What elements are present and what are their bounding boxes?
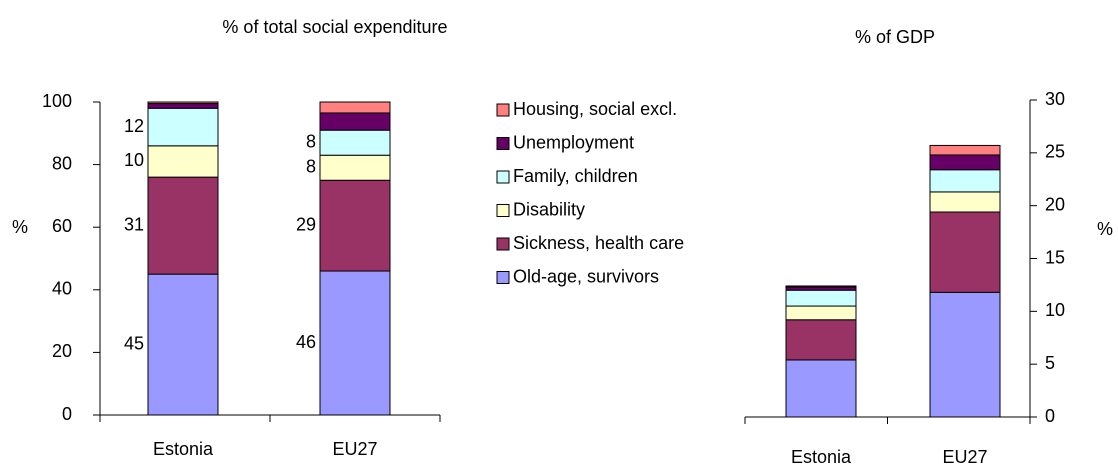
data-label: 8: [306, 131, 316, 151]
y-tick-label: 20: [52, 341, 72, 361]
y-tick-label: 80: [52, 153, 72, 173]
bar-segment: [785, 319, 857, 361]
chart-title: % of GDP: [855, 27, 935, 47]
bar-segment: [929, 191, 1001, 213]
bar-segment: [929, 169, 1001, 193]
x-tick-label: Estonia: [791, 447, 852, 467]
data-label: 8: [306, 156, 316, 176]
bar-segment: [929, 154, 1001, 171]
y-tick-label: 0: [1045, 406, 1055, 426]
x-tick-label: EU27: [942, 447, 987, 467]
y-tick-label: 30: [1045, 89, 1065, 109]
bar-segment: [319, 154, 391, 181]
data-label: 12: [124, 116, 144, 136]
bar-segment: [785, 359, 857, 418]
y-axis-label: %: [12, 217, 28, 237]
y-tick-label: 25: [1045, 142, 1065, 162]
x-tick-label: EU27: [332, 439, 377, 459]
legend-swatch: [496, 170, 510, 184]
legend-swatch: [496, 103, 510, 117]
bar-segment: [319, 179, 391, 272]
y-tick-label: 20: [1045, 194, 1065, 214]
y-tick-label: 15: [1045, 247, 1065, 267]
legend-label: Disability: [513, 199, 585, 219]
legend-swatch: [496, 271, 510, 284]
bar-segment: [147, 176, 219, 275]
legend-label: Family, children: [513, 166, 638, 186]
data-label: 10: [124, 150, 144, 170]
bar-segment: [929, 144, 1001, 156]
legend-swatch: [496, 237, 510, 251]
bar-segment: [147, 101, 219, 105]
bar-segment: [147, 103, 219, 109]
y-tick-label: 100: [42, 91, 72, 111]
y-tick-label: 60: [52, 216, 72, 236]
legend-label: Sickness, health care: [513, 233, 684, 253]
y-axis-label: %: [1097, 219, 1113, 239]
legend-swatch: [496, 204, 510, 217]
bar-segment: [929, 211, 1001, 293]
bar-segment: [785, 285, 857, 288]
bar-segment: [785, 305, 857, 321]
legend-swatch: [496, 137, 510, 150]
y-tick-label: 10: [1045, 300, 1065, 320]
bar-segment: [147, 107, 219, 147]
data-label: 29: [296, 214, 316, 234]
bar-segment: [319, 101, 391, 114]
bar-segment: [785, 289, 857, 307]
bar-segment: [319, 270, 391, 416]
legend-label: Old-age, survivors: [513, 266, 659, 286]
bar-segment: [319, 129, 391, 156]
x-tick-label: Estonia: [153, 439, 214, 459]
chart-title: % of total social expenditure: [222, 17, 447, 37]
bar-segment: [929, 291, 1001, 418]
legend-label: Unemployment: [513, 132, 634, 152]
bar-segment: [147, 145, 219, 178]
legend-label: Housing, social excl.: [513, 99, 677, 119]
bar-segment: [319, 112, 391, 131]
data-label: 46: [296, 332, 316, 352]
y-tick-label: 5: [1045, 353, 1055, 373]
bar-segment: [147, 273, 219, 416]
y-tick-label: 0: [62, 404, 72, 424]
y-tick-label: 40: [52, 279, 72, 299]
data-label: 31: [124, 214, 144, 234]
data-label: 45: [124, 333, 144, 353]
